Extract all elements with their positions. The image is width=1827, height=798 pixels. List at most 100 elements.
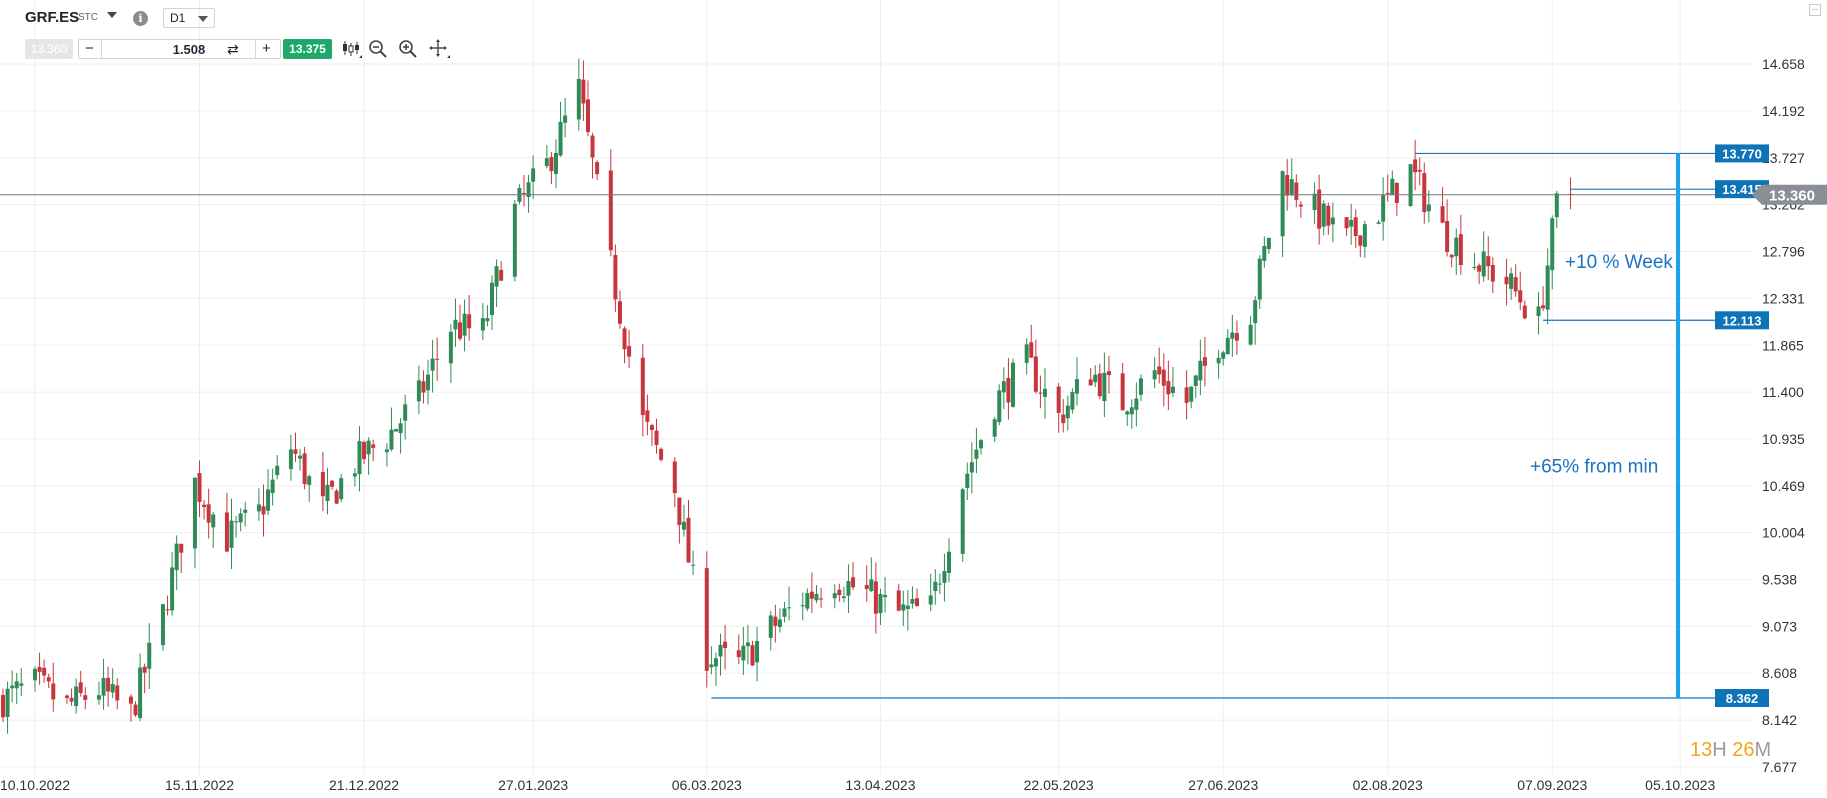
candle-body xyxy=(1294,182,1299,200)
candle-body xyxy=(1134,398,1139,410)
candle-body xyxy=(1230,332,1235,339)
candle-body xyxy=(832,593,837,599)
level-lines xyxy=(711,152,1715,699)
candle-body xyxy=(1257,258,1262,300)
countdown-minutes-unit: M xyxy=(1754,739,1772,761)
candle-body xyxy=(1262,245,1267,261)
quantity-input[interactable]: 1.508 xyxy=(172,42,206,57)
candle-body xyxy=(677,497,682,526)
y-tick-label: 14.658 xyxy=(1762,56,1805,72)
x-tick-label: 13.04.2023 xyxy=(845,777,915,793)
candle-body xyxy=(800,605,805,607)
candle-body xyxy=(1440,206,1445,223)
price-tag-label: 8.362 xyxy=(1726,691,1759,706)
swap-icon[interactable]: ⇄ xyxy=(227,41,239,57)
candle-body xyxy=(371,444,376,448)
candlestick-type-icon[interactable] xyxy=(340,38,362,60)
buy-button[interactable]: 13.375 xyxy=(283,39,332,59)
candle-body xyxy=(243,509,248,513)
candle-body xyxy=(307,476,312,485)
candle-body xyxy=(1449,254,1454,258)
candle-body xyxy=(947,551,951,574)
candle-body xyxy=(1161,369,1166,386)
crosshair-move-icon[interactable] xyxy=(428,38,450,60)
divider xyxy=(255,40,256,58)
price-tag xyxy=(1715,311,1769,330)
candle-body xyxy=(869,579,874,592)
candle-body xyxy=(704,568,709,671)
candle-body xyxy=(256,504,261,512)
quantity-stepper[interactable]: − 1.508 ⇄ + xyxy=(78,39,281,59)
candle-body xyxy=(686,517,691,563)
candle-body xyxy=(435,358,440,360)
decrement-button[interactable]: − xyxy=(85,40,94,57)
candle-body xyxy=(526,182,531,198)
candle-body xyxy=(1289,179,1294,195)
candle-body xyxy=(649,425,654,431)
candle-body xyxy=(480,318,485,331)
symbol-name[interactable]: GRF.ES xyxy=(25,9,80,26)
zoom-in-icon[interactable] xyxy=(397,38,419,60)
candle-body xyxy=(325,484,330,501)
candle-body xyxy=(1504,276,1509,285)
symbol-dropdown-icon[interactable] xyxy=(107,12,117,18)
candle-body xyxy=(1216,357,1221,364)
candle-body xyxy=(74,686,79,707)
candle-body xyxy=(96,695,101,700)
timeframe-select[interactable]: D1 xyxy=(163,8,215,28)
candle-body xyxy=(718,644,723,657)
candle-body xyxy=(1326,205,1331,226)
candle-body xyxy=(755,641,760,663)
candle-body xyxy=(1029,342,1034,358)
y-tick-label: 14.192 xyxy=(1762,103,1805,119)
candle-body xyxy=(544,158,549,167)
candle-body xyxy=(928,595,933,605)
candle-body xyxy=(110,684,115,693)
y-tick-label: 10.004 xyxy=(1762,525,1805,541)
candle-body xyxy=(1097,373,1102,397)
candle-body xyxy=(462,313,467,336)
candle-body xyxy=(46,677,51,682)
candle-countdown: 13H 26M xyxy=(1690,739,1771,762)
divider xyxy=(101,40,102,58)
candle-body xyxy=(211,514,216,528)
candle-body xyxy=(389,429,394,450)
candle-body xyxy=(64,695,69,698)
candle-body xyxy=(645,410,650,422)
candle-body xyxy=(992,419,997,437)
candle-body xyxy=(19,683,24,686)
sell-button[interactable]: 13.360 xyxy=(25,39,73,59)
candle-body xyxy=(398,423,403,434)
x-tick-label: 27.06.2023 xyxy=(1188,777,1258,793)
y-tick-label: 9.538 xyxy=(1762,572,1797,588)
candle-body xyxy=(787,607,792,609)
candle-body xyxy=(270,479,275,494)
candle-body xyxy=(1445,221,1450,252)
candle-body xyxy=(805,593,810,609)
candle-body xyxy=(1426,204,1431,212)
candle-body xyxy=(681,521,686,530)
countdown-minutes: 26 xyxy=(1732,739,1755,761)
info-icon[interactable]: i xyxy=(133,11,148,26)
candle-body xyxy=(403,404,408,421)
candle-body xyxy=(1061,414,1066,424)
candle-body xyxy=(659,448,664,460)
candle-body xyxy=(366,440,371,455)
candle-body xyxy=(1413,159,1418,173)
candle-body xyxy=(864,584,869,589)
price-tag xyxy=(1715,689,1769,708)
zoom-out-icon[interactable] xyxy=(367,38,389,60)
candle-body xyxy=(1198,360,1203,381)
candle-body xyxy=(37,666,42,672)
y-tick-label: 13.727 xyxy=(1762,150,1805,166)
x-tick-label: 22.05.2023 xyxy=(1024,777,1094,793)
candle-body xyxy=(1394,182,1399,203)
y-tick-label: 10.469 xyxy=(1762,478,1805,494)
minimize-panel-button[interactable] xyxy=(1809,4,1821,16)
candle-body xyxy=(293,449,298,454)
candle-body xyxy=(531,168,536,182)
price-tags: 13.770 13.415 12.113 8.362 13.360 xyxy=(1715,144,1827,708)
increment-button[interactable]: + xyxy=(262,40,271,57)
candle-body xyxy=(426,374,431,391)
